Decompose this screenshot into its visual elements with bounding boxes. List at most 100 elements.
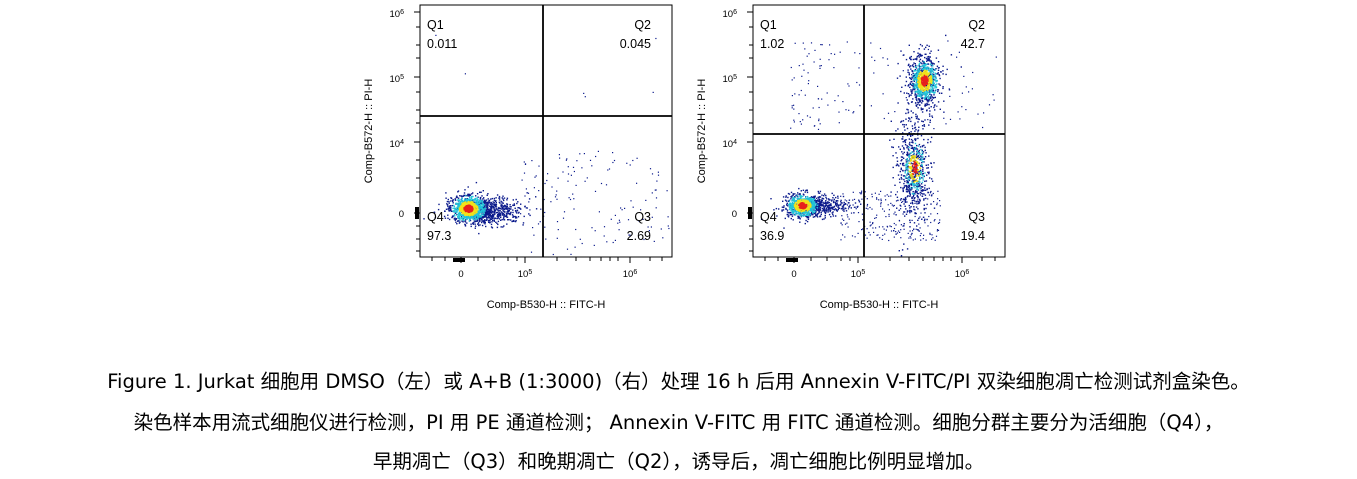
event-dot [579, 153, 581, 155]
event-dot [913, 149, 915, 151]
event-dot [832, 215, 835, 217]
event-dot [451, 215, 454, 217]
event-dot [824, 202, 827, 204]
event-dot [791, 213, 793, 216]
event-dot [447, 198, 449, 201]
event-dot [902, 187, 904, 189]
event-dot [786, 204, 788, 206]
event-dot [484, 207, 486, 209]
event-dot [917, 81, 919, 84]
event-dot [487, 203, 489, 205]
event-dot [925, 69, 928, 71]
event-dot [907, 186, 910, 189]
event-dot [798, 198, 800, 200]
event-dot [557, 177, 559, 179]
event-dot [457, 205, 459, 207]
event-dot [464, 215, 466, 217]
event-dot [667, 225, 669, 227]
event-dot [494, 200, 497, 202]
event-dot [920, 190, 922, 192]
event-dot [494, 213, 496, 215]
event-dot [906, 161, 909, 163]
event-dot [913, 177, 915, 180]
event-dot [515, 217, 517, 219]
event-dot [791, 79, 793, 81]
event-dot [785, 200, 788, 202]
event-dot [927, 167, 929, 169]
event-dot [823, 209, 826, 211]
event-dot [907, 84, 910, 87]
event-dot [495, 221, 497, 223]
event-dot [800, 215, 802, 217]
event-dot [897, 174, 900, 176]
event-dot [898, 178, 901, 180]
event-dot [505, 208, 507, 210]
event-dot [903, 211, 905, 213]
event-dot [908, 95, 910, 98]
event-dot [484, 214, 487, 216]
event-dot [638, 220, 640, 222]
event-dot [921, 181, 924, 184]
event-dot [506, 223, 508, 225]
event-dot [934, 239, 936, 241]
event-dot [917, 74, 919, 76]
event-dot [913, 222, 916, 224]
event-dot [924, 218, 926, 220]
event-dot [924, 86, 926, 88]
event-dot [791, 105, 793, 107]
event-dot [792, 207, 794, 209]
event-dot [806, 55, 808, 57]
event-dot [483, 197, 485, 199]
event-dot [800, 196, 802, 199]
event-dot [907, 180, 909, 183]
event-dot [469, 199, 471, 201]
event-dot [463, 214, 465, 216]
event-dot [915, 173, 917, 175]
event-dot [920, 135, 923, 137]
event-dot [517, 201, 519, 203]
event-dot [921, 164, 923, 166]
event-dot [789, 204, 791, 207]
event-dot [896, 207, 898, 209]
event-dot [909, 158, 911, 160]
event-dot [815, 201, 818, 204]
event-dot [933, 201, 935, 203]
event-dot [914, 122, 916, 124]
event-dot [785, 208, 787, 210]
event-dot [466, 198, 468, 200]
event-dot [451, 204, 454, 207]
event-dot [923, 138, 925, 141]
event-dot [898, 146, 900, 148]
event-dot [476, 217, 478, 219]
event-dot [825, 203, 827, 206]
event-dot [916, 55, 918, 58]
event-dot [567, 166, 569, 168]
event-dot [485, 214, 488, 216]
event-dot [915, 168, 918, 171]
event-dot [567, 173, 570, 175]
event-dot [905, 208, 907, 210]
event-dot [512, 204, 514, 206]
plot-left-x-tick-5: 105 [518, 269, 533, 281]
event-dot [566, 158, 568, 160]
event-dot [900, 90, 902, 93]
event-dot [927, 92, 930, 94]
event-dot [923, 97, 925, 99]
event-dot [923, 61, 925, 63]
event-dot [931, 91, 934, 93]
event-dot [908, 190, 910, 192]
event-dot [922, 92, 925, 94]
event-dot [898, 250, 900, 252]
event-dot [878, 199, 880, 201]
event-dot [515, 211, 517, 213]
event-dot [483, 212, 485, 215]
event-dot [934, 74, 936, 77]
event-dot [928, 124, 930, 126]
event-dot [923, 70, 925, 73]
event-dot [793, 198, 796, 201]
event-dot [914, 187, 916, 189]
event-dot [821, 210, 823, 212]
event-dot [918, 201, 920, 203]
event-dot [859, 105, 861, 107]
event-dot [938, 73, 940, 76]
